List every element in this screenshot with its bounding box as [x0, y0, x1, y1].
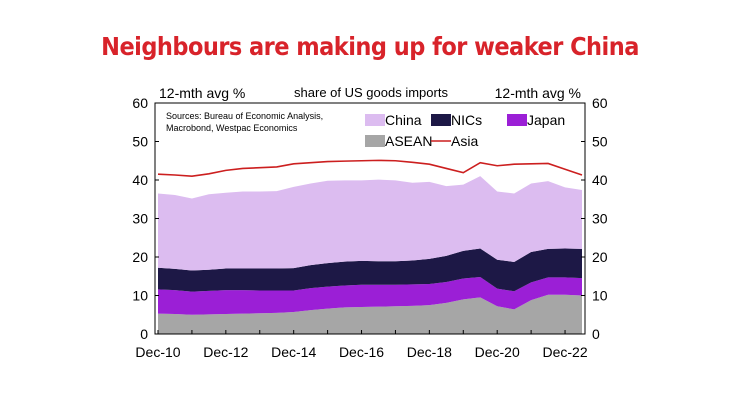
y-tick-label-right: 20	[592, 249, 608, 265]
line-layer	[157, 159, 583, 177]
axis-ticks: 0 0 10 10 20 20 30 30 40 40 50 50 60 60 Dec-10 Dec-12 De…	[132, 95, 607, 360]
y-tick-label-left: 30	[132, 211, 148, 227]
left-axis-label: 12-mth avg %	[159, 85, 245, 101]
x-tick-label: Dec-18	[407, 344, 452, 360]
area-japan	[158, 277, 582, 315]
legend-swatch-china	[365, 114, 385, 126]
legend-label-nics: NICs	[451, 112, 482, 128]
y-tick-label-right: 60	[592, 95, 608, 111]
x-tick-label: Dec-10	[135, 344, 180, 360]
y-tick-label-right: 50	[592, 134, 608, 150]
x-tick-label: Dec-14	[271, 344, 316, 360]
legend-swatch-asean	[365, 135, 385, 147]
y-tick-label-left: 60	[132, 95, 148, 111]
legend-swatch-japan	[507, 114, 527, 126]
x-tick-label: Dec-20	[475, 344, 520, 360]
area-nics	[158, 248, 582, 292]
x-tick-label: Dec-12	[203, 344, 248, 360]
legend-label-asia: Asia	[451, 133, 478, 149]
source-note-line-2: Macrobond, Westpac Economics	[166, 123, 298, 133]
y-tick-label-left: 0	[140, 326, 148, 342]
legend: China NICs ASEAN Asia Japan	[365, 112, 565, 149]
y-tick-label-left: 20	[132, 249, 148, 265]
area-china	[158, 176, 582, 271]
right-axis-label: 12-mth avg %	[495, 85, 581, 101]
area-asean	[158, 294, 582, 334]
y-tick-label-left: 10	[132, 288, 148, 304]
chart-subtitle: share of US goods imports	[294, 85, 448, 100]
legend-label-china: China	[385, 112, 422, 128]
legend-label-japan: Japan	[527, 112, 565, 128]
source-note-line-1: Sources: Bureau of Economic Analysis,	[166, 111, 323, 121]
area-layers	[158, 176, 582, 334]
chart-title: Neighbours are making up for weaker Chin…	[101, 32, 639, 61]
y-tick-label-right: 10	[592, 288, 608, 304]
x-tick-label: Dec-16	[339, 344, 384, 360]
legend-label-asean: ASEAN	[385, 133, 432, 149]
y-tick-label-left: 40	[132, 172, 148, 188]
y-tick-label-right: 40	[592, 172, 608, 188]
line-asia	[157, 159, 583, 177]
x-tick-label: Dec-22	[542, 344, 587, 360]
y-tick-label-right: 0	[592, 326, 600, 342]
y-tick-label-right: 30	[592, 211, 608, 227]
legend-swatch-nics	[431, 114, 451, 126]
y-tick-label-left: 50	[132, 134, 148, 150]
